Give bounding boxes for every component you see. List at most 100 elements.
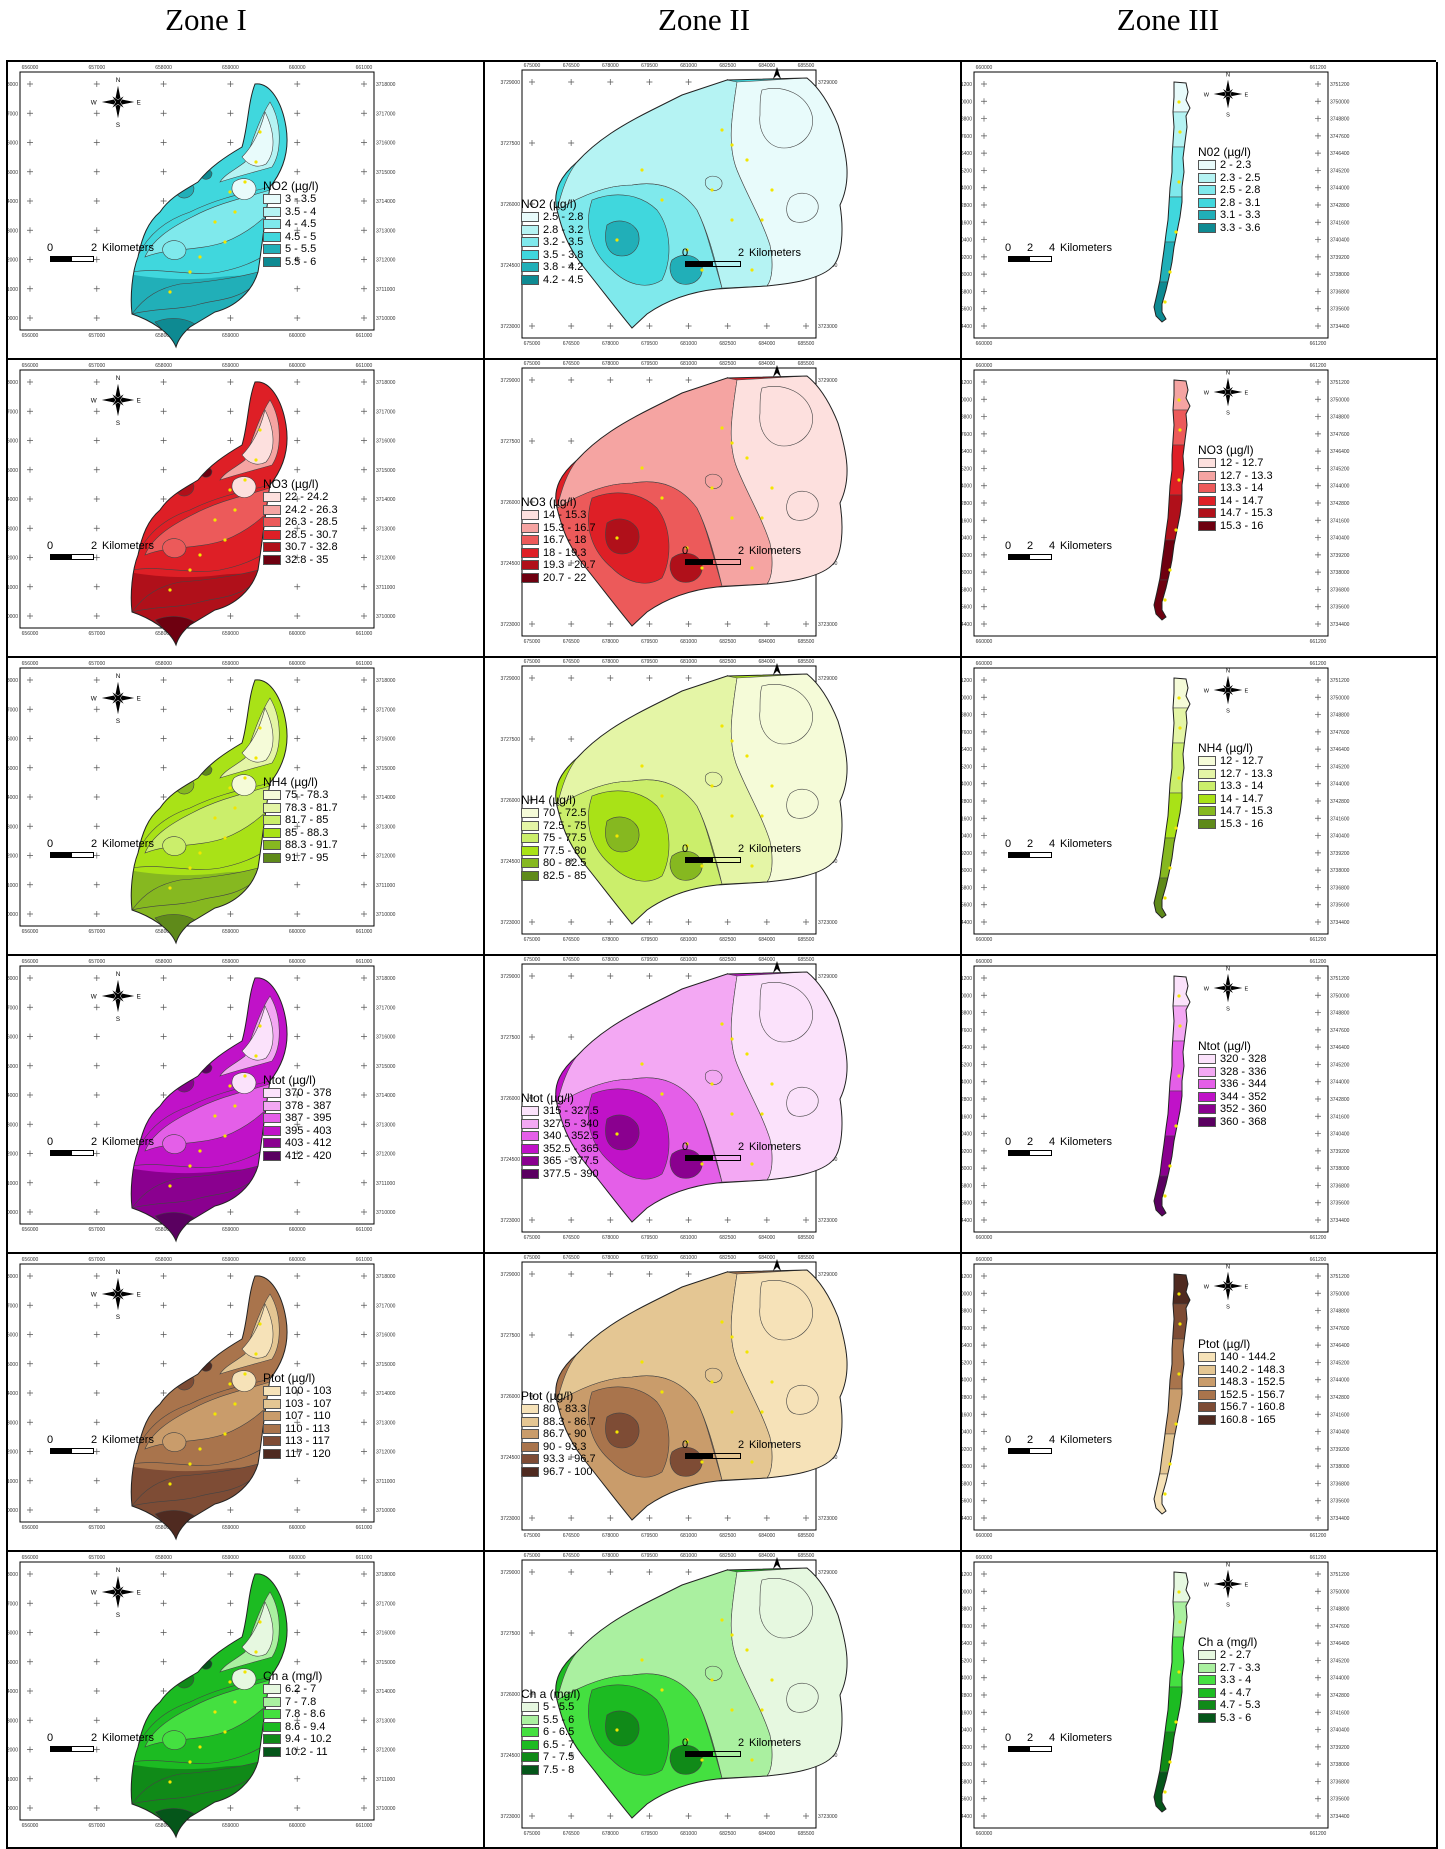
grid-cross <box>294 437 301 444</box>
scale-tick-label: 2 <box>1027 838 1034 850</box>
map-canvas: 6750006750006765006765006780006780006795… <box>501 659 848 943</box>
grid-cross <box>294 525 301 532</box>
grid-cross <box>294 256 301 263</box>
y-tick-label: 3745200 <box>962 764 972 770</box>
grid-cross <box>981 569 987 576</box>
y-tick-label: 3741600 <box>962 1710 972 1716</box>
sampling-point <box>730 516 734 520</box>
x-tick-label: 656000 <box>22 1823 39 1829</box>
x-tick-label: 660000 <box>976 65 993 71</box>
y-tick-label: 3751200 <box>962 82 972 88</box>
y-tick-label: 3750000 <box>962 1589 972 1595</box>
y-tick-label: 3742800 <box>962 203 972 209</box>
y-tick-label: 3723000 <box>818 1218 838 1224</box>
legend-class: 15.3 - 16.7 <box>521 522 596 535</box>
grid-cross <box>361 379 367 385</box>
sampling-point <box>1168 866 1172 870</box>
legend-class-label: 160.8 - 165 <box>1220 1413 1276 1426</box>
grid-cross <box>981 867 987 874</box>
y-tick-label: 3740400 <box>962 1728 972 1734</box>
x-tick-label: 685500 <box>798 1533 815 1539</box>
legend-swatch <box>1198 520 1216 531</box>
grid-cross <box>361 285 367 292</box>
y-tick-label: 3715000 <box>8 468 18 474</box>
x-tick-label: 676500 <box>563 1533 580 1539</box>
contour-map <box>1154 1274 1190 1514</box>
y-tick-label: 3742800 <box>962 1693 972 1699</box>
legend-class: 20.7 - 22 <box>521 572 596 585</box>
compass-s-label: S <box>1226 1304 1230 1310</box>
y-tick-label: 3740400 <box>1330 238 1350 244</box>
x-tick-label: 678000 <box>602 63 619 69</box>
legend-swatch <box>263 1138 281 1149</box>
grid-cross <box>981 1571 987 1577</box>
map-legend: NH4 (µg/l) 75 - 78.3 78.3 - 81.7 81.7 - 85 8… <box>263 776 338 864</box>
y-tick-label: 3750000 <box>962 397 972 403</box>
sampling-point <box>228 1382 232 1386</box>
legend-swatch <box>263 256 281 267</box>
scale-tick-label: 2 <box>1027 1732 1034 1744</box>
map-panel-ntot-zone-1: 656000 656000 657000 657000 658000 658000 6590… <box>8 956 485 1254</box>
x-tick-label: 685500 <box>798 1235 815 1241</box>
sampling-point <box>213 1114 217 1118</box>
grid-cross <box>361 911 367 917</box>
sampling-point <box>243 478 247 482</box>
y-tick-label: 3751200 <box>1330 1572 1350 1578</box>
grid-cross <box>981 323 987 329</box>
grid-cross <box>93 256 100 263</box>
sampling-point <box>198 1447 202 1451</box>
sampling-point <box>213 1412 217 1416</box>
grid-cross <box>981 1709 987 1716</box>
legend-class: 2.7 - 3.3 <box>1198 1662 1260 1675</box>
x-tick-label: 661200 <box>1310 65 1327 71</box>
legend-swatch <box>521 870 539 881</box>
grid-cross <box>981 1622 987 1629</box>
compass-w-label: W <box>91 398 97 405</box>
grid-cross <box>294 764 301 771</box>
grid-cross <box>981 975 987 981</box>
grid-cross <box>27 1209 33 1215</box>
legend-class: 13.3 - 14 <box>1198 780 1273 793</box>
map-legend: NH4 (µg/l) 12 - 12.7 12.7 - 13.3 13.3 - 14 1… <box>1198 742 1273 830</box>
legend-swatch <box>1198 160 1216 171</box>
x-tick-label: 657000 <box>88 959 105 965</box>
grid-cross <box>607 323 614 329</box>
x-tick-label: 659000 <box>222 631 239 637</box>
y-tick-label: 3738000 <box>962 570 972 576</box>
y-tick-label: 3744000 <box>962 1676 972 1682</box>
scale-tick-label: 2 <box>1027 1136 1034 1148</box>
grid-cross <box>227 1629 234 1636</box>
legend-class-label: 5 - 5.5 <box>543 1701 575 1714</box>
x-tick-label: 679500 <box>641 1831 658 1837</box>
grid-cross <box>93 285 100 292</box>
map-canvas: 6600006600006612006612003751200375120037… <box>962 65 1350 347</box>
sampling-point <box>730 1633 734 1637</box>
x-tick-label: 659000 <box>222 1525 239 1531</box>
sampling-point <box>1178 726 1182 730</box>
grid-cross <box>568 1156 575 1162</box>
legend-swatch <box>263 1448 281 1459</box>
grid-cross <box>361 256 367 263</box>
x-tick-label: 658000 <box>155 661 172 667</box>
y-tick-label: 3717000 <box>376 409 396 415</box>
legend-swatch <box>1198 197 1216 208</box>
y-tick-label: 3742800 <box>962 1395 972 1401</box>
y-tick-label: 3712000 <box>8 854 18 860</box>
grid-cross <box>1315 746 1321 753</box>
x-tick-label: 659000 <box>222 1823 239 1829</box>
grid-cross <box>160 1390 167 1396</box>
legend-class-label: 20.7 - 22 <box>543 571 587 584</box>
grid-cross <box>160 1629 167 1636</box>
grid-cross <box>160 408 167 415</box>
y-tick-label: 3740400 <box>962 1132 972 1138</box>
legend-class: 22 - 24.2 <box>263 491 338 504</box>
grid-cross <box>93 81 100 87</box>
sampling-point <box>213 518 217 522</box>
legend-swatch <box>1198 818 1216 829</box>
grid-cross <box>27 1600 33 1607</box>
y-tick-label: 3717000 <box>376 1601 396 1607</box>
grid-cross <box>1315 1726 1321 1733</box>
grid-cross <box>361 1477 367 1484</box>
y-tick-label: 3717000 <box>8 707 18 713</box>
sampling-point <box>1178 1024 1182 1028</box>
